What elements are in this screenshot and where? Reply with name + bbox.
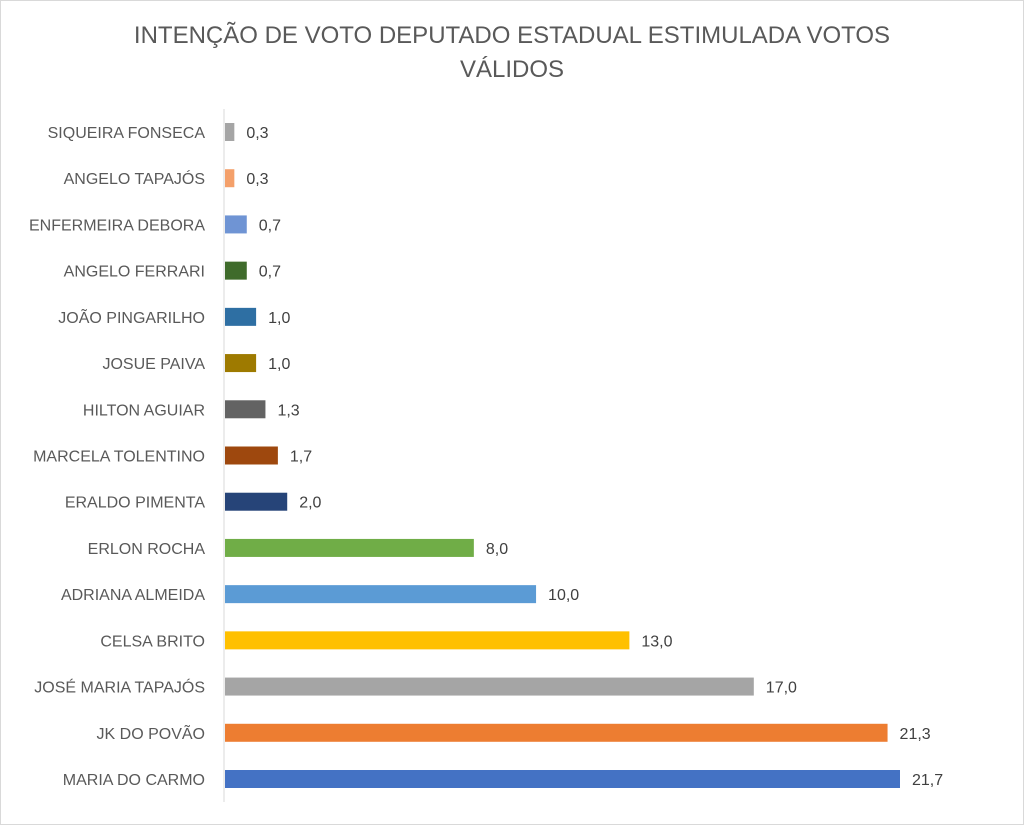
data-label: 1,7 [290,449,312,466]
category-label: ANGELO FERRARI [64,264,205,281]
category-label: HILTON AGUIAR [83,402,205,419]
category-label: SIQUEIRA FONSECA [48,125,206,142]
data-label: 17,0 [766,680,797,697]
data-label: 21,7 [912,772,943,789]
category-label: MARCELA TOLENTINO [33,449,205,466]
bar [225,677,754,696]
chart-title: INTENÇÃO DE VOTO DEPUTADO ESTADUAL ESTIM… [1,19,1023,87]
category-label: JK DO POVÃO [97,723,205,743]
category-label: MARIA DO CARMO [63,772,205,789]
category-label: JOSUE PAIVA [102,356,205,373]
category-label: ADRIANA ALMEIDA [61,587,205,604]
data-label: 2,0 [299,495,321,512]
data-label: 1,0 [268,356,290,373]
bar [225,723,888,742]
data-label: 21,3 [900,726,931,743]
category-label: CELSA BRITO [100,633,205,650]
bar [225,215,247,234]
category-label: ERALDO PIMENTA [65,495,206,512]
category-label: JOSÉ MARIA TAPAJÓS [34,678,205,697]
category-label: JOÃO PINGARILHO [58,307,205,327]
data-label: 0,3 [246,125,268,142]
bar [225,307,257,326]
data-label: 1,0 [268,310,290,327]
bar [225,354,257,373]
data-label: 0,7 [259,264,281,281]
bar [225,446,278,465]
bar [225,538,474,557]
data-label: 0,7 [259,217,281,234]
chart-title-line-1: INTENÇÃO DE VOTO DEPUTADO ESTADUAL ESTIM… [133,22,891,49]
category-label: ERLON ROCHA [88,541,206,558]
bar [225,631,630,650]
bar [225,261,247,280]
bar [225,400,266,419]
data-label: 1,3 [277,402,299,419]
bar [225,585,537,604]
category-label: ENFERMEIRA DEBORA [29,217,205,234]
bar [225,123,235,141]
category-label: ANGELO TAPAJÓS [64,169,205,188]
data-label: 0,3 [246,171,268,188]
data-label: 10,0 [548,587,579,604]
bar [225,492,288,511]
bar [225,770,900,788]
data-label: 8,0 [486,541,508,558]
bar [225,169,235,188]
data-label: 13,0 [641,633,672,650]
chart-title-line-2: VÁLIDOS [459,56,565,83]
